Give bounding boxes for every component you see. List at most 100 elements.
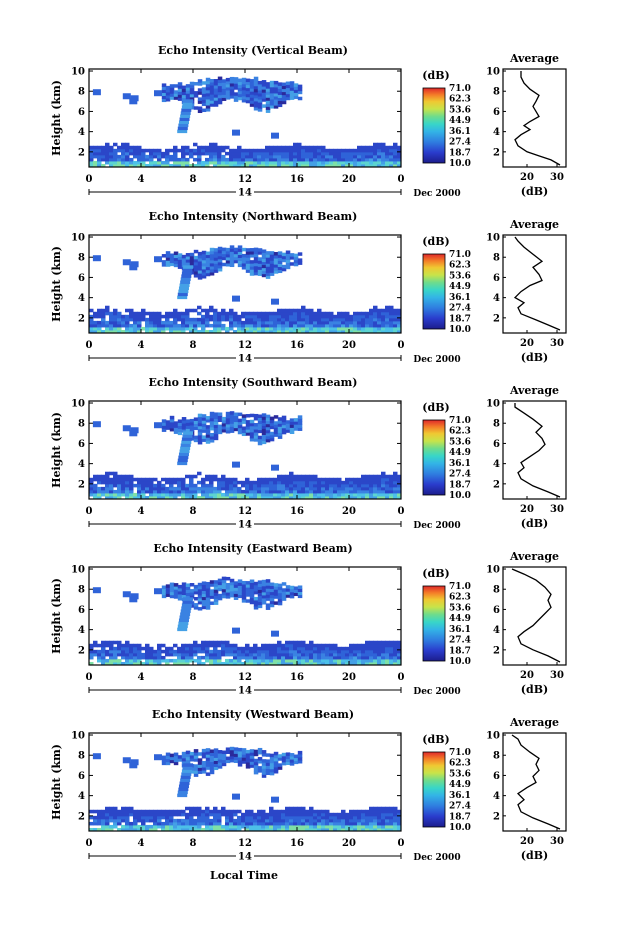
panel-1: Echo Intensity (Northward Beam) Height (k… [50,210,567,365]
y-tick-label: 6 [78,771,85,782]
average-title: Average [509,384,559,397]
x-tick-label: 16 [290,174,304,185]
colorbar-tick-label: 62.3 [449,759,471,769]
average-y-tick-label: 10 [486,565,500,576]
average-x-tick-label: 20 [520,504,534,515]
average-profile-line [513,236,561,331]
average-y-tick-label: 4 [493,127,500,138]
average-y-tick-label: 2 [493,479,500,490]
average-y-tick-label: 2 [493,645,500,656]
colorbar-tick-label: 18.7 [449,812,471,822]
panel-title: Echo Intensity (Vertical Beam) [158,44,348,57]
average-y-tick-label: 8 [493,585,500,596]
average-y-tick-label: 6 [493,605,500,616]
colorbar-tick-label: 53.6 [449,769,471,779]
day-label: 14 [238,852,252,863]
x-tick-label: 0 [86,340,93,351]
colorbar [422,585,446,662]
colorbar-tick-label: 62.3 [449,261,471,271]
x-tick-label: 20 [342,506,356,517]
day-label: 14 [238,354,252,365]
date-label: Dec 2000 [413,687,460,697]
day-label: 14 [238,520,252,531]
colorbar-tick-label: 62.3 [449,427,471,437]
average-x-tick-label: 20 [520,836,534,847]
y-tick-label: 10 [71,233,85,244]
y-tick-label: 10 [71,565,85,576]
colorbar-tick-label: 44.9 [449,116,471,126]
colorbar-tick-label: 10.0 [449,325,471,335]
colorbar-tick-label: 53.6 [449,105,471,115]
y-tick-label: 6 [78,605,85,616]
colorbar-tick-label: 36.1 [449,127,471,137]
heatmap-cells [89,746,401,831]
colorbar-tick-label: 18.7 [449,148,471,158]
x-tick-label: 4 [138,838,145,849]
colorbar-unit: (dB) [422,235,449,248]
colorbar-unit: (dB) [422,69,449,82]
colorbar-tick-label: 36.1 [449,791,471,801]
x-tick-label: 0 [398,340,405,351]
colorbar-tick-label: 10.0 [449,823,471,833]
x-tick-label: 20 [342,672,356,683]
average-x-tick-label: 20 [520,172,534,183]
colorbar-tick-label: 36.1 [449,459,471,469]
colorbar-tick-label: 36.1 [449,293,471,303]
x-tick-label: 0 [86,174,93,185]
y-tick-label: 8 [78,585,85,596]
colorbar-unit: (dB) [422,401,449,414]
x-tick-label: 4 [138,672,145,683]
x-tick-label: 16 [290,672,304,683]
x-tick-label: 0 [398,174,405,185]
x-tick-label: 0 [86,672,93,683]
y-tick-label: 8 [78,253,85,264]
y-axis-label: Height (km) [50,578,63,654]
colorbar-tick-label: 27.4 [449,304,471,314]
average-y-tick-label: 4 [493,791,500,802]
colorbar-tick-label: 18.7 [449,646,471,656]
average-y-tick-label: 4 [493,625,500,636]
day-label: 14 [238,686,252,697]
average-x-tick-label: 30 [550,504,564,515]
average-frame [502,234,567,334]
y-tick-label: 6 [78,273,85,284]
average-x-label: (dB) [521,351,548,364]
colorbar [422,87,446,164]
panel-4: Echo Intensity (Westward Beam) Height (km… [50,708,567,863]
average-x-label: (dB) [521,185,548,198]
y-axis-label: Height (km) [50,246,63,322]
y-tick-label: 4 [78,127,85,138]
x-tick-label: 12 [238,340,252,351]
colorbar-tick-label: 44.9 [449,282,471,292]
x-tick-label: 4 [138,506,145,517]
colorbar-tick-label: 44.9 [449,448,471,458]
colorbar-tick-label: 18.7 [449,314,471,324]
average-y-tick-label: 8 [493,253,500,264]
x-tick-label: 12 [238,672,252,683]
x-tick-label: 0 [86,506,93,517]
average-title: Average [509,550,559,563]
heatmap-cells [89,411,401,499]
average-title: Average [509,716,559,729]
y-tick-label: 6 [78,439,85,450]
colorbar-tick-label: 53.6 [449,437,471,447]
panel-2: Echo Intensity (Southward Beam) Height (k… [50,376,567,531]
average-x-tick-label: 30 [550,836,564,847]
colorbar-tick-label: 62.3 [449,593,471,603]
colorbar-unit: (dB) [422,733,449,746]
y-tick-label: 6 [78,107,85,118]
x-tick-label: 8 [190,506,197,517]
heatmap-cells [89,576,401,665]
colorbar-tick-label: 53.6 [449,271,471,281]
x-tick-label: 16 [290,340,304,351]
colorbar-tick-label: 18.7 [449,480,471,490]
date-label: Dec 2000 [413,853,460,863]
y-tick-label: 4 [78,625,85,636]
day-label: 14 [238,188,252,199]
panel-3: Echo Intensity (Eastward Beam) Height (km… [50,542,567,697]
x-tick-label: 0 [86,838,93,849]
average-title: Average [509,52,559,65]
panel-title: Echo Intensity (Westward Beam) [152,708,354,721]
y-tick-label: 4 [78,459,85,470]
